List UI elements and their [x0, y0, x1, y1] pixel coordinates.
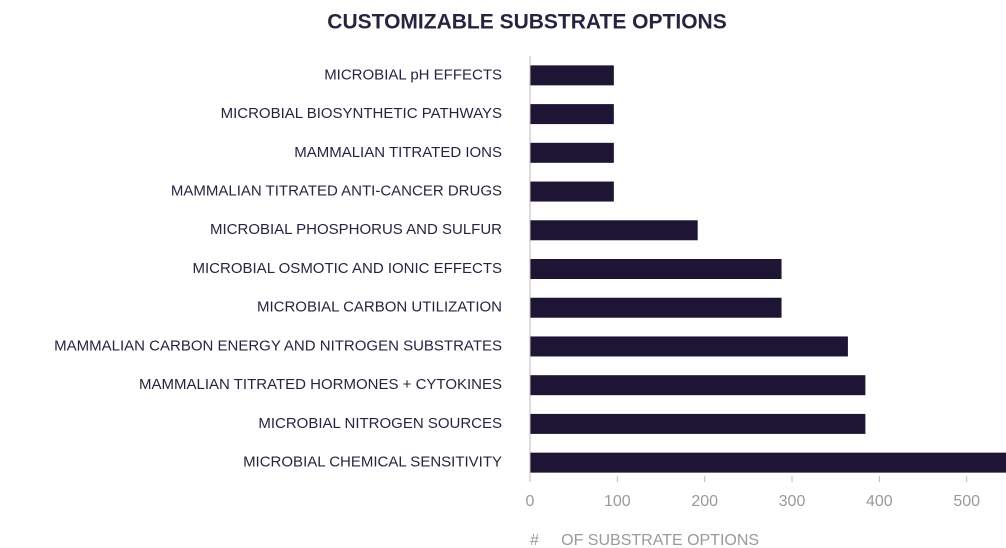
x-tick-label: 300 [779, 493, 806, 510]
x-tick-label: 0 [526, 493, 535, 510]
y-tick-label: MICROBIAL CHEMICAL SENSITIVITY [243, 454, 502, 471]
bar [530, 220, 698, 241]
y-tick-label: MAMMALIAN CARBON ENERGY AND NITROGEN SUB… [54, 337, 502, 354]
y-tick-label: MICROBIAL pH EFFECTS [324, 66, 502, 83]
y-tick-label: MAMMALIAN TITRATED IONS [294, 144, 502, 161]
y-tick-label: MAMMALIAN TITRATED ANTI-CANCER DRUGS [171, 183, 502, 200]
bar [530, 375, 866, 396]
y-tick-label: MICROBIAL OSMOTIC AND IONIC EFFECTS [193, 260, 502, 277]
x-tick-label: 500 [953, 493, 980, 510]
bar [530, 452, 1006, 473]
chart-title: CUSTOMIZABLE SUBSTRATE OPTIONS [327, 11, 726, 34]
bar [530, 413, 866, 434]
x-tick-label: 100 [604, 493, 631, 510]
bar [530, 104, 614, 125]
bar [530, 259, 782, 279]
x-tick-label: 400 [866, 493, 893, 510]
bar [530, 297, 782, 318]
bar [530, 65, 614, 86]
bar [530, 142, 614, 163]
y-tick-label: MICROBIAL BIOSYNTHETIC PATHWAYS [221, 105, 502, 122]
y-tick-label: MICROBIAL CARBON UTILIZATION [257, 299, 502, 316]
y-tick-label: MICROBIAL PHOSPHORUS AND SULFUR [210, 221, 502, 238]
x-axis-label: # OF SUBSTRATE OPTIONS [530, 532, 759, 548]
y-tick-label: MAMMALIAN TITRATED HORMONES + CYTOKINES [139, 376, 502, 393]
bar [530, 336, 848, 357]
x-tick-label: 200 [691, 493, 718, 510]
bar [530, 181, 614, 202]
y-tick-label: MICROBIAL NITROGEN SOURCES [258, 415, 502, 432]
